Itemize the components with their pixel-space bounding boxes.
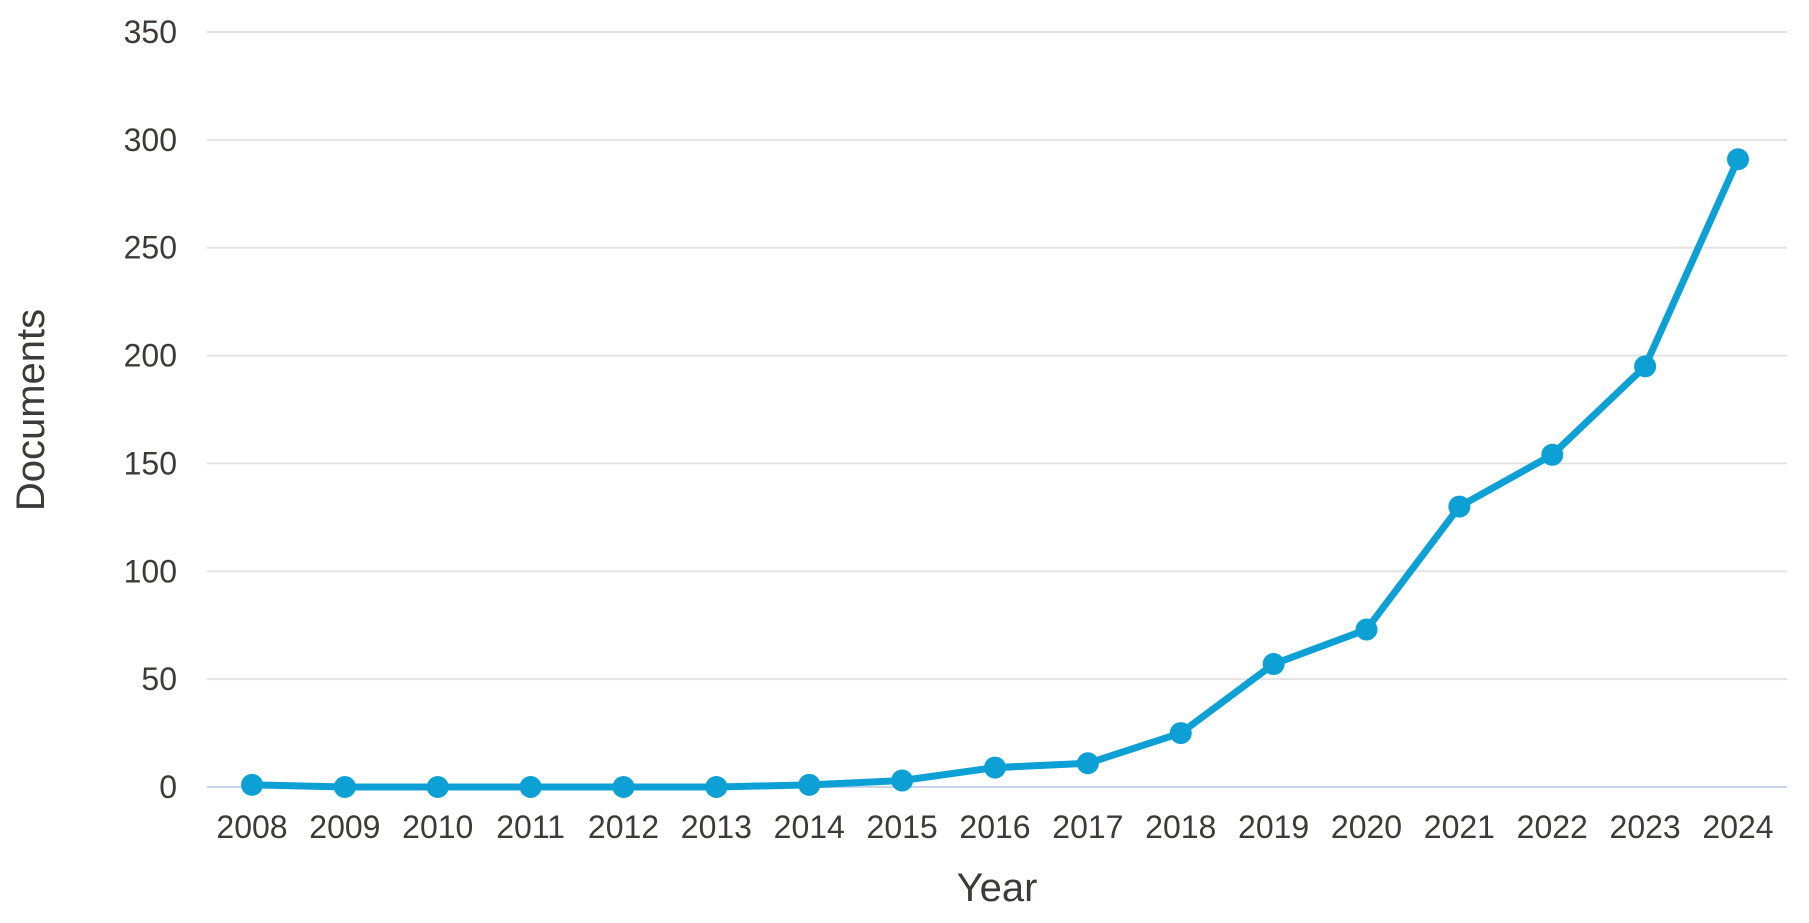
y-axis-tick-label: 250: [124, 230, 177, 266]
y-axis-tick-label: 350: [124, 14, 177, 50]
x-axis-tick-label: 2019: [1238, 809, 1309, 845]
y-axis-tick-label: 200: [124, 338, 177, 374]
data-point-2019: [1262, 653, 1285, 676]
data-point-2020: [1355, 618, 1378, 641]
line-series-group: [241, 148, 1749, 798]
y-axis-tick-labels-group: 0 50 100 150 200 250 300 350: [124, 14, 177, 805]
y-axis-tick-label: 100: [124, 553, 177, 589]
x-axis-tick-label: 2012: [588, 809, 659, 845]
data-point-2009: [333, 776, 356, 798]
y-axis-tick-label: 300: [124, 122, 177, 158]
x-axis-tick-label: 2017: [1052, 809, 1123, 845]
data-point-2008: [241, 773, 263, 796]
x-axis-tick-label: 2011: [496, 809, 565, 845]
data-point-2012: [612, 776, 635, 798]
data-point-2015: [891, 769, 914, 792]
data-point-2021: [1448, 495, 1471, 518]
x-axis-tick-labels-group: 2008 2009 2010 2011 2012 2013 2014 2015 2016 2017…: [216, 809, 1773, 845]
x-axis-tick-label: 2020: [1331, 809, 1402, 845]
data-point-2014: [798, 773, 821, 796]
data-point-2022: [1541, 443, 1564, 466]
x-axis-tick-label: 2014: [774, 809, 845, 845]
y-axis-tick-label: 150: [124, 445, 177, 481]
x-axis-tick-label: 2009: [309, 809, 380, 845]
data-point-2024: [1727, 148, 1749, 171]
data-point-2011: [519, 776, 542, 798]
y-axis-title: Documents: [9, 309, 53, 511]
data-point-2013: [705, 776, 728, 798]
x-axis-tick-label: 2024: [1702, 809, 1773, 845]
x-axis-tick-label: 2008: [216, 809, 287, 845]
x-axis-tick-label: 2016: [959, 809, 1030, 845]
x-axis-tick-label: 2023: [1610, 809, 1681, 845]
x-axis-tick-label: 2010: [402, 809, 473, 845]
data-point-2017: [1076, 752, 1099, 775]
data-point-2010: [426, 776, 449, 798]
data-point-2016: [984, 756, 1006, 779]
x-axis-tick-label: 2018: [1145, 809, 1216, 845]
y-axis-tick-label: 0: [159, 769, 177, 805]
y-axis-tick-label: 50: [141, 661, 177, 697]
x-axis-tick-label: 2021: [1424, 809, 1495, 845]
x-axis-tick-label: 2013: [681, 809, 752, 845]
data-point-2018: [1169, 722, 1192, 745]
x-axis-tick-label: 2015: [867, 809, 938, 845]
data-point-2023: [1634, 355, 1657, 378]
gridlines-group: [207, 31, 1787, 788]
x-axis-tick-label: 2022: [1517, 809, 1588, 845]
documents-series-line: [248, 155, 1742, 791]
x-axis-title: Year: [957, 866, 1038, 910]
